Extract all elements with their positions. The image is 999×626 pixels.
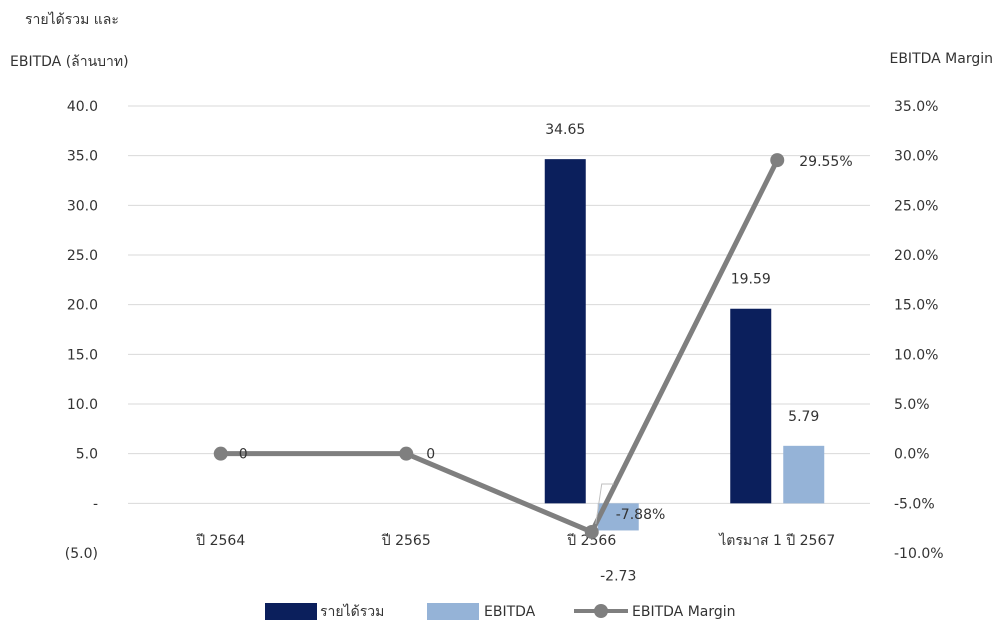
data-label-margin: 0 xyxy=(426,447,435,463)
y-tick-label: - xyxy=(93,496,98,512)
category-label: ปี 2565 xyxy=(381,533,430,549)
margin-point xyxy=(770,153,785,168)
data-label-margin: 29.55% xyxy=(799,154,852,170)
legend-label-ebitda: EBITDA xyxy=(484,604,536,620)
margin-point xyxy=(399,446,414,461)
data-label-ebitda: 5.79 xyxy=(788,409,819,425)
data-label-revenue: 19.59 xyxy=(731,272,771,288)
legend-marker-margin xyxy=(594,604,608,618)
data-label-revenue: 34.65 xyxy=(545,122,585,138)
category-labels: ปี 2564 ปี 2565 ปี 2566 ไตรมาส 1 ปี 2567 xyxy=(196,532,835,549)
y2-axis-ticks: -10.0% -5.0% 0.0% 5.0% 10.0% 15.0% 20.0% 25.0% 3… xyxy=(894,99,944,562)
bars xyxy=(544,159,825,531)
y2-tick-label: 15.0% xyxy=(894,298,938,314)
legend-swatch-revenue xyxy=(265,603,317,620)
legend-label-margin: EBITDA Margin xyxy=(632,604,736,620)
category-label: ไตรมาส 1 ปี 2567 xyxy=(718,532,835,549)
margin-line-path xyxy=(220,159,780,535)
y2-tick-label: 25.0% xyxy=(894,198,938,214)
y-tick-label: 5.0 xyxy=(76,447,98,463)
y2-tick-label: -10.0% xyxy=(894,546,944,562)
y-tick-label: 35.0 xyxy=(67,149,98,165)
y-tick-label: 25.0 xyxy=(67,248,98,264)
legend: รายได้รวม EBITDA EBITDA Margin xyxy=(265,603,736,620)
y2-tick-label: 0.0% xyxy=(894,447,930,463)
y-tick-label: 40.0 xyxy=(67,99,98,115)
bar-revenue xyxy=(544,159,586,504)
y2-tick-label: 20.0% xyxy=(894,248,938,264)
y-axis-ticks: (5.0) - 5.0 10.0 15.0 20.0 25.0 30.0 35.0 40.0 xyxy=(65,99,98,562)
y2-tick-label: 35.0% xyxy=(894,99,938,115)
margin-point xyxy=(584,524,599,539)
y2-axis-title: EBITDA Margin xyxy=(889,51,993,67)
category-label: ปี 2566 xyxy=(567,533,617,549)
legend-label-revenue: รายได้รวม xyxy=(320,603,384,620)
legend-swatch-ebitda xyxy=(427,603,479,620)
y2-tick-label: 10.0% xyxy=(894,347,938,363)
label-leader-line xyxy=(595,483,614,525)
margin-point xyxy=(213,446,228,461)
y2-tick-label: 5.0% xyxy=(894,397,930,413)
data-label-margin: -7.88% xyxy=(616,507,666,523)
y-tick-label: (5.0) xyxy=(65,546,98,562)
data-label-ebitda: -2.73 xyxy=(600,568,636,584)
bar-revenue xyxy=(730,308,772,504)
y-tick-label: 10.0 xyxy=(67,397,98,413)
margin-line xyxy=(213,153,785,539)
y-tick-label: 15.0 xyxy=(67,347,98,363)
y-tick-label: 30.0 xyxy=(67,198,98,214)
data-labels: 34.65 -2.73 19.59 5.79 0 0 -7.88% 29.55% xyxy=(239,122,853,584)
y2-tick-label: 30.0% xyxy=(894,149,938,165)
y-axis-title-line1: รายได้รวม และ xyxy=(25,11,119,28)
y-tick-label: 20.0 xyxy=(67,298,98,314)
category-label: ปี 2564 xyxy=(196,533,246,549)
y2-tick-label: -5.0% xyxy=(894,496,935,512)
y-axis-title-line2: EBITDA (ล้านบาท) xyxy=(10,54,129,70)
data-label-margin: 0 xyxy=(239,447,248,463)
bar-ebitda xyxy=(783,445,825,504)
